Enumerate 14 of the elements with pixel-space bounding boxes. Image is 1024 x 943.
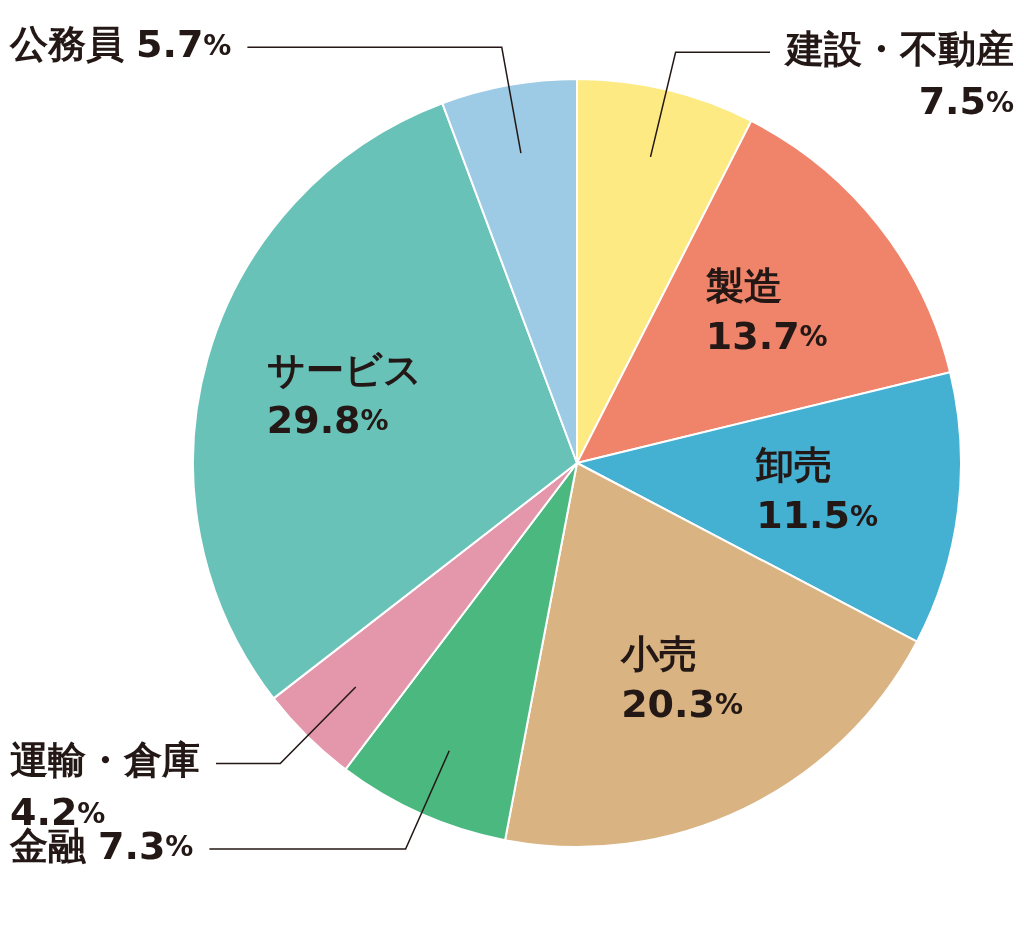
data-label: 13.7% bbox=[705, 313, 828, 358]
data-label: 29.8% bbox=[266, 397, 389, 442]
slice-label: サービス bbox=[266, 347, 422, 392]
slice-label: 建設・不動産 bbox=[783, 27, 1014, 72]
data-label: 5.7% bbox=[136, 22, 232, 67]
slice-label: 製造 bbox=[704, 263, 782, 308]
slice-label: 公務員 bbox=[9, 22, 124, 67]
data-label: 11.5% bbox=[756, 493, 879, 538]
slice-label: 運輸・倉庫 bbox=[10, 738, 200, 783]
slice-label: 卸売 bbox=[755, 443, 833, 488]
slice-label: 小売 bbox=[620, 631, 698, 676]
data-label: 20.3% bbox=[621, 681, 743, 726]
data-label: 7.3% bbox=[98, 823, 194, 868]
data-label: 7.5% bbox=[918, 79, 1015, 124]
